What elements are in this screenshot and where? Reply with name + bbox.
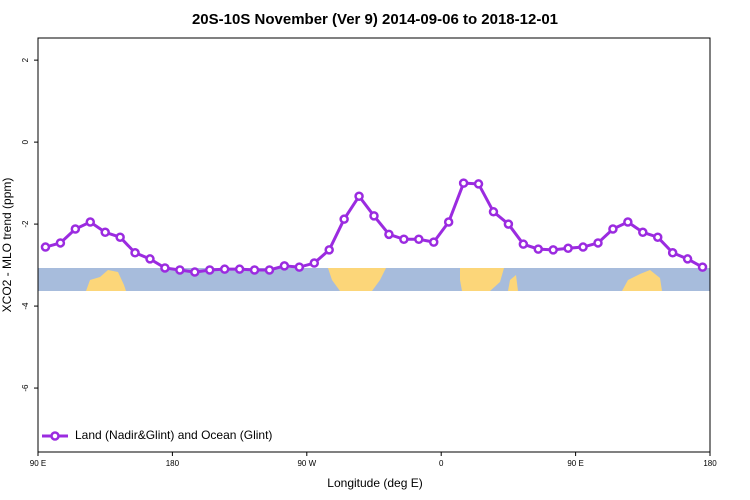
point xyxy=(428,237,439,247)
point xyxy=(384,229,394,240)
point xyxy=(608,224,618,234)
point xyxy=(279,261,290,271)
point xyxy=(100,227,110,238)
point xyxy=(249,265,260,275)
point xyxy=(623,217,633,227)
x-tick-label: 180 xyxy=(703,459,717,468)
y-tick-label: -6 xyxy=(21,384,30,392)
point xyxy=(40,242,51,252)
point xyxy=(533,244,544,254)
point xyxy=(399,234,409,245)
y-tick-label: -4 xyxy=(21,302,30,310)
point xyxy=(309,258,320,268)
point xyxy=(294,262,305,272)
point xyxy=(578,242,588,252)
y-tick-label: 0 xyxy=(21,139,30,144)
y-tick-label: -2 xyxy=(21,220,30,228)
map-strip xyxy=(38,268,710,291)
point xyxy=(667,248,678,258)
point xyxy=(70,224,81,234)
legend-label: Land (Nadir&Glint) and Ocean (Glint) xyxy=(75,428,272,442)
y-axis-label: XCO2 - MLO trend (ppm) xyxy=(0,178,14,313)
point xyxy=(85,217,96,227)
point xyxy=(115,232,125,242)
x-tick-label: 0 xyxy=(439,459,444,468)
plot-frame xyxy=(37,37,711,453)
x-tick-label: 90 E xyxy=(567,459,583,468)
point xyxy=(354,191,364,201)
point xyxy=(518,239,529,249)
point xyxy=(548,245,558,255)
point xyxy=(160,263,170,273)
point xyxy=(563,243,573,254)
point xyxy=(339,214,349,224)
point xyxy=(264,265,275,275)
series-line xyxy=(45,181,704,274)
point xyxy=(145,254,155,264)
x-tick-label: 90 E xyxy=(30,459,46,468)
point xyxy=(130,248,140,258)
x-axis-label: Longitude (deg E) xyxy=(327,476,422,490)
point xyxy=(204,265,215,275)
point xyxy=(414,234,424,245)
point xyxy=(369,211,379,221)
point xyxy=(175,265,185,275)
point xyxy=(697,262,708,272)
x-tick-label: 90 W xyxy=(297,459,316,468)
legend-marker xyxy=(50,431,60,441)
point xyxy=(443,217,454,227)
y-tick-label: 2 xyxy=(21,57,30,62)
chart-title: 20S-10S November (Ver 9) 2014-09-06 to 2… xyxy=(192,11,558,28)
point xyxy=(488,207,499,217)
point xyxy=(55,238,66,248)
point xyxy=(234,264,245,274)
point xyxy=(638,227,648,238)
x-tick-label: 180 xyxy=(166,459,180,468)
point xyxy=(503,219,514,229)
point xyxy=(652,232,663,242)
point xyxy=(682,254,693,264)
point xyxy=(190,267,200,277)
point xyxy=(473,179,484,189)
point xyxy=(324,245,334,255)
point xyxy=(458,178,469,188)
point xyxy=(593,238,603,248)
point xyxy=(219,264,230,274)
